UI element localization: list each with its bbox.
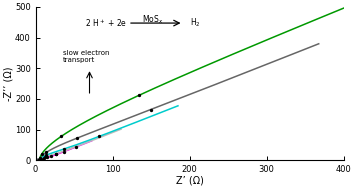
X-axis label: Z’ (Ω): Z’ (Ω) xyxy=(176,176,203,186)
Text: 2 H$^+$ + 2e: 2 H$^+$ + 2e xyxy=(85,17,127,29)
Text: MoS$_x$: MoS$_x$ xyxy=(142,13,163,26)
Text: slow electron
transport: slow electron transport xyxy=(63,50,110,63)
Text: H$_2$: H$_2$ xyxy=(190,17,200,29)
Y-axis label: -Z’’ (Ω): -Z’’ (Ω) xyxy=(4,66,13,101)
